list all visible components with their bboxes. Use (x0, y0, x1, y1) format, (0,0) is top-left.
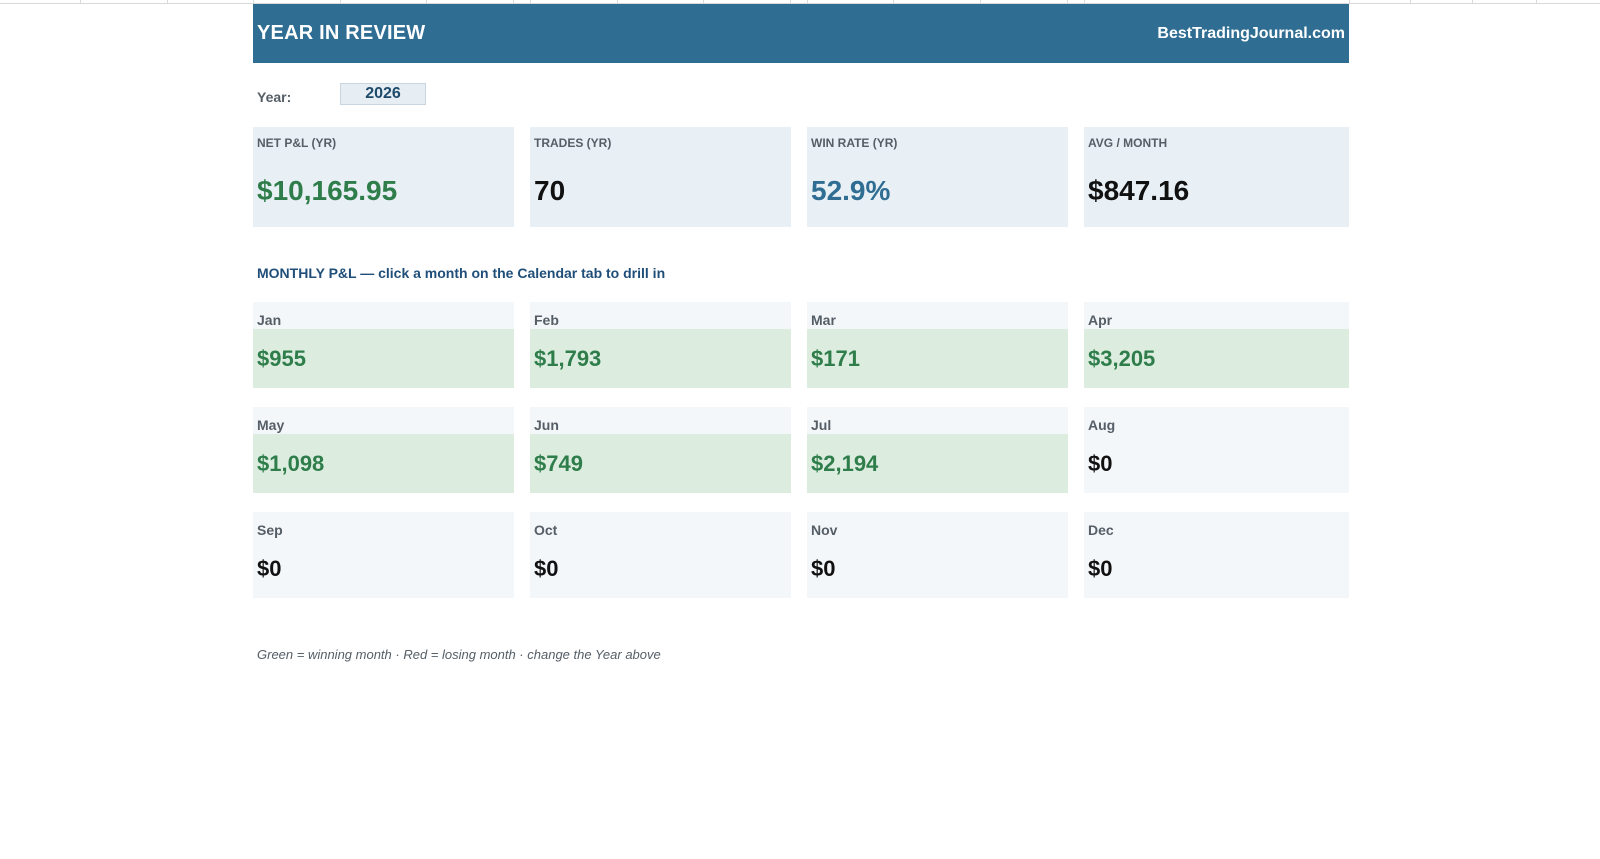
month-value: $0 (534, 556, 559, 581)
month-value-cell: $0 (530, 539, 791, 598)
month-value: $3,205 (1088, 346, 1156, 371)
month-value: $1,098 (257, 451, 325, 476)
month-value-cell: $1,793 (530, 329, 791, 388)
month-card[interactable]: Jun $749 (530, 407, 791, 493)
month-value: $749 (534, 451, 583, 476)
month-value: $1,793 (534, 346, 602, 371)
kpi-trades: TRADES (YR) 70 (530, 127, 791, 227)
month-card[interactable]: Nov $0 (807, 512, 1068, 598)
month-value: $0 (257, 556, 282, 581)
year-input[interactable]: 2026 (340, 83, 426, 105)
month-name: Jan (257, 312, 282, 328)
kpi-value: $847.16 (1088, 175, 1190, 206)
month-name: Feb (534, 312, 559, 328)
month-name: Jun (534, 417, 559, 433)
kpi-label: TRADES (YR) (534, 136, 612, 150)
month-value-cell: $1,098 (253, 434, 514, 493)
month-name: Nov (811, 522, 838, 538)
month-name: Jul (811, 417, 832, 433)
month-name: Dec (1088, 522, 1114, 538)
month-card[interactable]: Apr $3,205 (1084, 302, 1349, 388)
month-value-cell: $749 (530, 434, 791, 493)
month-card[interactable]: May $1,098 (253, 407, 514, 493)
month-card[interactable]: Dec $0 (1084, 512, 1349, 598)
month-value-cell: $3,205 (1084, 329, 1349, 388)
month-card[interactable]: Feb $1,793 (530, 302, 791, 388)
month-card[interactable]: Aug $0 (1084, 407, 1349, 493)
month-name: Mar (811, 312, 836, 328)
month-card[interactable]: Jan $955 (253, 302, 514, 388)
month-card[interactable]: Sep $0 (253, 512, 514, 598)
kpi-win-rate: WIN RATE (YR) 52.9% (807, 127, 1068, 227)
month-card[interactable]: Jul $2,194 (807, 407, 1068, 493)
month-name: Sep (257, 522, 283, 538)
site-name: BestTradingJournal.com (1157, 25, 1345, 42)
month-value-cell: $955 (253, 329, 514, 388)
sheet-gridline (0, 0, 1600, 4)
month-value: $0 (1088, 451, 1113, 476)
report-header: YEAR IN REVIEW BestTradingJournal.com (253, 4, 1349, 63)
month-name: May (257, 417, 285, 433)
kpi-value: $10,165.95 (257, 175, 398, 206)
month-value: $171 (811, 346, 860, 371)
month-value-cell: $0 (253, 539, 514, 598)
year-label: Year: (257, 89, 292, 105)
month-value: $0 (1088, 556, 1113, 581)
month-name: Apr (1088, 312, 1113, 328)
month-value-cell: $171 (807, 329, 1068, 388)
month-value: $2,194 (811, 451, 879, 476)
month-value-cell: $2,194 (807, 434, 1068, 493)
month-value-cell: $0 (807, 539, 1068, 598)
month-value-cell: $0 (1084, 434, 1349, 493)
section-title: MONTHLY P&L — click a month on the Calen… (257, 265, 666, 281)
kpi-value: 70 (534, 175, 566, 206)
legend-footnote: Green = winning month · Red = losing mon… (257, 647, 661, 662)
month-value-cell: $0 (1084, 539, 1349, 598)
month-card[interactable]: Mar $171 (807, 302, 1068, 388)
month-card[interactable]: Oct $0 (530, 512, 791, 598)
month-value: $0 (811, 556, 836, 581)
month-name: Aug (1088, 417, 1116, 433)
kpi-net-pnl: NET P&L (YR) $10,165.95 (253, 127, 514, 227)
kpi-value: 52.9% (811, 175, 891, 206)
kpi-label: AVG / MONTH (1088, 136, 1168, 150)
month-value: $955 (257, 346, 306, 371)
page-title: YEAR IN REVIEW (257, 22, 426, 44)
kpi-avg-month: AVG / MONTH $847.16 (1084, 127, 1349, 227)
month-name: Oct (534, 522, 558, 538)
kpi-label: NET P&L (YR) (257, 136, 337, 150)
kpi-label: WIN RATE (YR) (811, 136, 898, 150)
